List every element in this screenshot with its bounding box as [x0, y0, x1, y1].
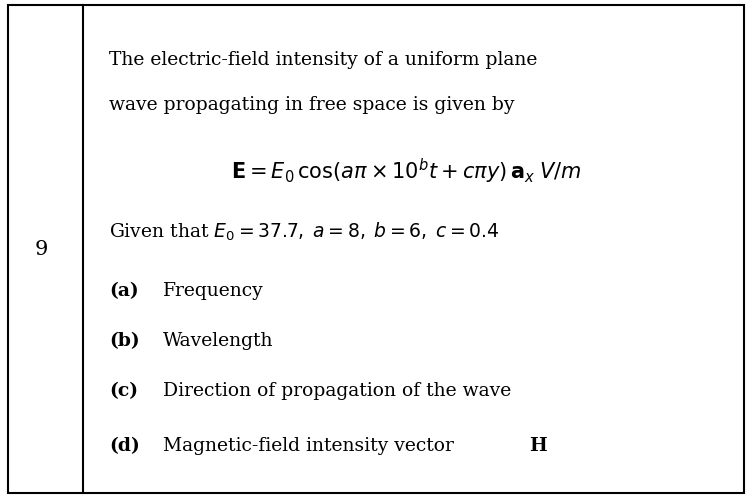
FancyBboxPatch shape	[8, 5, 744, 493]
Text: $\mathbf{E} = E_0\,\cos(a\pi \times 10^{b}t + c\pi y)\,\mathbf{a}_x\;V/m$: $\mathbf{E} = E_0\,\cos(a\pi \times 10^{…	[231, 157, 581, 186]
Text: H: H	[529, 437, 547, 455]
Text: Given that $E_0 = 37.7,\; a = 8,\; b = 6,\; c = 0.4$: Given that $E_0 = 37.7,\; a = 8,\; b = 6…	[109, 221, 499, 243]
Text: Direction of propagation of the wave: Direction of propagation of the wave	[163, 382, 511, 400]
Text: The electric-field intensity of a uniform plane: The electric-field intensity of a unifor…	[109, 51, 538, 69]
Text: (c): (c)	[109, 382, 138, 400]
Text: (b): (b)	[109, 332, 140, 350]
Text: 9: 9	[35, 240, 48, 258]
Text: (a): (a)	[109, 282, 138, 300]
Text: Wavelength: Wavelength	[163, 332, 274, 350]
Text: (d): (d)	[109, 437, 140, 455]
Text: Magnetic-field intensity vector: Magnetic-field intensity vector	[163, 437, 460, 455]
Text: Frequency: Frequency	[163, 282, 264, 300]
Text: wave propagating in free space is given by: wave propagating in free space is given …	[109, 96, 514, 114]
